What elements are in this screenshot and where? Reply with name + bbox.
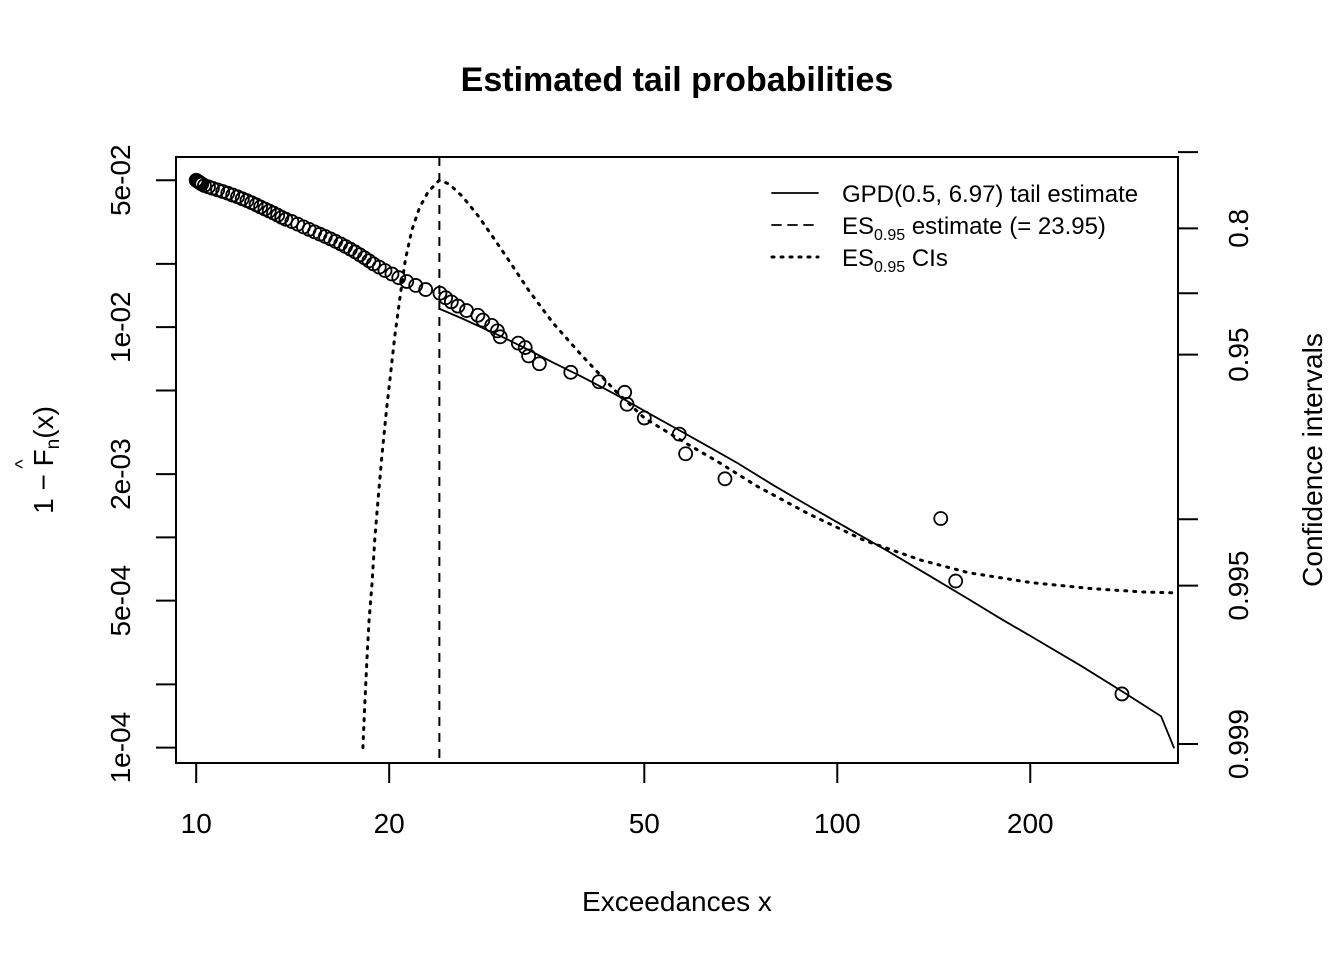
y-label-sub: n <box>43 439 64 450</box>
legend-label: GPD(0.5, 6.97) tail estimate <box>842 181 1138 208</box>
legend-label: ES0.95 CIs <box>842 245 948 276</box>
data-point <box>357 250 372 266</box>
data-point <box>361 253 377 269</box>
y2-tick-label: 0.999 <box>1223 709 1254 779</box>
data-point <box>492 329 508 345</box>
data-point <box>470 307 486 323</box>
data-point <box>450 298 466 314</box>
chart-title: Estimated tail probabilities <box>461 61 894 99</box>
legend-label-sub: 0.95 <box>874 227 905 244</box>
x-tick-label: 200 <box>1007 808 1054 839</box>
y-tick-label: 5e-04 <box>105 565 136 637</box>
y-tick-label: 5e-02 <box>105 144 136 216</box>
legend-label: ES0.95 estimate (= 23.95) <box>842 213 1106 244</box>
series-layer <box>188 157 1176 763</box>
x-tick-label: 100 <box>814 808 861 839</box>
y-label-main: F <box>28 449 59 466</box>
legend-label-rest: CIs <box>905 245 948 272</box>
y-label-prefix: 1 − <box>28 466 59 513</box>
y2-tick-label: 0.995 <box>1223 551 1254 621</box>
data-point <box>531 356 547 372</box>
data-point <box>678 446 694 462</box>
data-point <box>563 364 579 380</box>
x-axis: 10 20 50 100 200 <box>181 763 1054 839</box>
legend-label-sub: 0.95 <box>874 259 905 276</box>
x-tick-label: 20 <box>374 808 405 839</box>
es-ci-curve <box>361 178 1176 750</box>
data-point <box>377 263 393 278</box>
y-axis-left: 5e-02 1e-02 2e-03 5e-04 1e-04 <box>105 144 176 783</box>
y-label-hat: ^ <box>12 459 34 469</box>
y-axis-label: 1 − Fn(x)^ <box>12 406 64 514</box>
data-point <box>391 270 407 286</box>
x-axis-label: Exceedances x <box>582 886 772 917</box>
y-tick-label: 2e-03 <box>105 438 136 510</box>
gpd-tail-line <box>439 308 1175 749</box>
data-point <box>933 511 949 526</box>
data-point <box>517 340 533 355</box>
y-axis-label-text: 1 − Fn(x) <box>28 406 64 514</box>
y-label-suffix: (x) <box>28 406 59 439</box>
empirical-points <box>188 172 1130 702</box>
data-point <box>717 471 733 487</box>
y2-tick-label: 0.8 <box>1223 209 1254 248</box>
y-axis-right: 0.8 0.95 0.995 0.999 <box>1178 151 1254 779</box>
x-tick-label: 10 <box>181 808 212 839</box>
y2-tick-label: 0.95 <box>1223 327 1254 382</box>
legend-label-main: ES <box>842 245 874 272</box>
y2-axis-label: Confidence intervals <box>1297 333 1328 587</box>
data-point <box>948 573 964 589</box>
legend-label-main: ES <box>842 213 874 240</box>
x-tick-label: 50 <box>629 808 660 839</box>
data-point <box>1114 686 1130 702</box>
data-point <box>352 247 368 263</box>
y-tick-label: 1e-02 <box>105 291 136 363</box>
data-point <box>418 282 434 297</box>
legend-label-rest: estimate (= 23.95) <box>905 213 1106 240</box>
plot-frame <box>175 156 1179 764</box>
data-point <box>399 274 415 289</box>
y-tick-label: 1e-04 <box>105 712 136 784</box>
data-point <box>408 278 424 293</box>
